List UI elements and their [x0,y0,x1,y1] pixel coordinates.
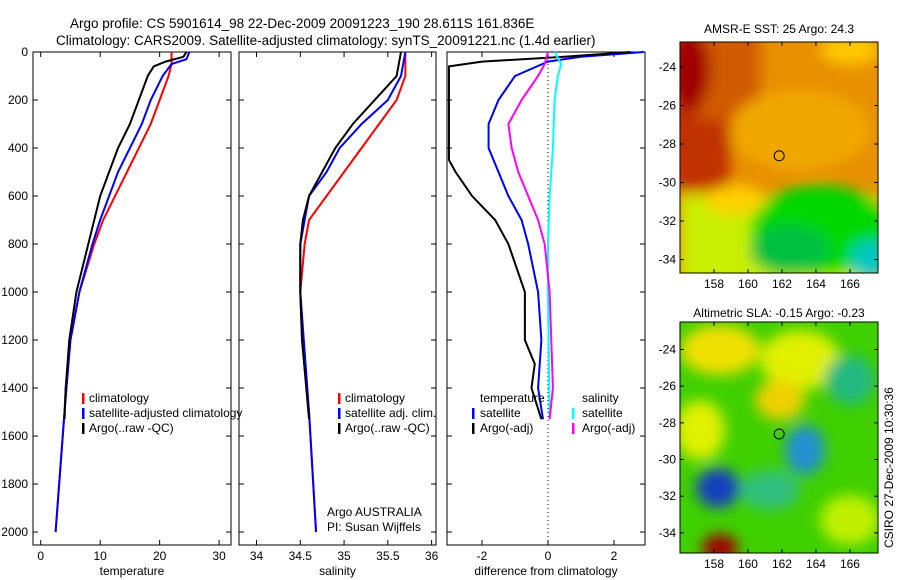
temperature-legend-swatch [82,408,85,419]
difference-axes-frame [446,51,646,546]
diff-legend-swatch [572,423,575,434]
temperature-xtick-label: 0 [37,549,44,563]
salinity-legend-swatch [338,408,341,419]
salinity-xlabel: salinity [319,564,356,578]
depth-tick-label: 1200 [1,333,28,347]
depth-tick-label: 2000 [1,525,28,539]
sst-map-ytick-label: -30 [659,176,677,190]
salinity-xtick-label: 35.5 [376,549,400,563]
sst-map-ytick-label: -26 [659,99,677,113]
diff-legend-swatch [572,408,575,419]
depth-tick-label: 600 [8,189,28,203]
depth-tick-label: 1000 [1,285,28,299]
salinity-legend-swatch [338,393,341,404]
salinity-xtick-label: 36 [425,549,439,563]
sla-map-title: Altimetric SLA: -0.15 Argo: -0.23 [693,306,865,320]
sla-map-xtick-label: 164 [806,557,826,571]
salinity-legend-swatch [338,423,341,434]
difference-xlabel: difference from climatology [474,564,617,578]
salinity-xtick-label: 35 [337,549,351,563]
sst-map-ytick-label: -34 [659,253,677,267]
sst-map-frame [679,41,879,274]
sla-map-frame [679,321,879,554]
sst-map-xtick-label: 158 [704,277,724,291]
diff-legend-label: Argo(-adj) [480,421,533,435]
salinity-xtick-label: 34.5 [289,549,313,563]
sla-map-ytick-label: -30 [659,453,677,467]
sla-map-ytick-label: -24 [659,343,677,357]
diff-legend-swatch [472,423,475,434]
depth-tick-label: 0 [21,45,28,59]
argo-australia-label: Argo AUSTRALIA [327,505,422,519]
sst-map-xtick-label: 162 [772,277,792,291]
temperature-series-satellite-adjusted-climatology [54,51,191,533]
sst-map-argo-location-marker [773,150,785,162]
sst-map-ytick-label: -24 [659,60,677,74]
diff-legend-heading: temperature [480,391,545,405]
sla-map-argo-location-marker [773,428,785,440]
sla-map-ytick-label: -26 [659,379,677,393]
sla-map-xtick-label: 160 [738,557,758,571]
temperature-legend-label: satellite-adjusted climatology [89,406,242,420]
temperature-xlabel: temperature [100,564,165,578]
difference-series-salinity-argo-adj- [507,51,554,420]
depth-tick-label: 1600 [1,429,28,443]
salinity-legend-label: climatology [345,391,405,405]
depth-tick-label: 1800 [1,477,28,491]
title-line-2: Climatology: CARS2009. Satellite-adjuste… [56,33,596,48]
sst-map-ytick-label: -28 [659,137,677,151]
sla-map-xtick-label: 166 [840,557,860,571]
diff-legend-label: satellite [480,406,521,420]
temperature-axes-frame [32,51,232,546]
depth-tick-label: 200 [8,93,28,107]
sla-map-ytick-label: -28 [659,416,677,430]
temperature-legend-swatch [82,393,85,404]
credit-text: CSIRO 27-Dec-2009 10:30:36 [882,387,896,548]
sst-map-title: AMSR-E SST: 25 Argo: 24.3 [704,22,854,36]
sla-map-xtick-label: 158 [704,557,724,571]
pi-label: PI: Susan Wijffels [327,520,421,534]
salinity-series-argo-raw-qc- [299,51,402,420]
temperature-xtick-label: 30 [212,549,226,563]
difference-series-temperature-satellite [487,51,644,420]
title-line-1: Argo profile: CS 5901614_98 22-Dec-2009 … [70,16,534,31]
salinity-axes-frame [238,51,437,546]
temperature-series-climatology [54,52,173,533]
sla-map-ytick-label: -34 [659,526,677,540]
sst-map-image [680,42,878,273]
difference-series-salinity-satellite [546,51,563,420]
salinity-legend-label: Argo(..raw -QC) [345,421,430,435]
difference-series-temperature-argo-adj- [447,51,631,420]
temperature-series-argo-raw-qc- [63,51,188,420]
sst-map-xtick-label: 164 [806,277,826,291]
salinity-legend-label: satellite adj. clim. [345,406,436,420]
diff-legend-heading: salinity [582,391,619,405]
sst-map-xtick-label: 166 [840,277,860,291]
depth-tick-label: 800 [8,237,28,251]
depth-tick-label: 400 [8,141,28,155]
salinity-xtick-label: 34 [250,549,264,563]
diff-legend-label: Argo(-adj) [582,421,635,435]
depth-tick-label: 1400 [1,381,28,395]
sla-map-xtick-label: 162 [772,557,792,571]
temperature-xtick-label: 10 [94,549,108,563]
sla-map-image [680,322,878,553]
difference-xtick-label: -2 [477,549,488,563]
temperature-legend-label: climatology [89,391,149,405]
sla-map-ytick-label: -32 [659,489,677,503]
sst-map-xtick-label: 160 [738,277,758,291]
temperature-legend-label: Argo(..raw -QC) [89,421,174,435]
diff-legend-label: satellite [582,406,623,420]
difference-xtick-label: 0 [545,549,552,563]
temperature-legend-swatch [82,423,85,434]
temperature-xtick-label: 20 [153,549,167,563]
difference-xtick-label: 2 [611,549,618,563]
diff-legend-swatch [472,408,475,419]
sst-map-ytick-label: -32 [659,214,677,228]
